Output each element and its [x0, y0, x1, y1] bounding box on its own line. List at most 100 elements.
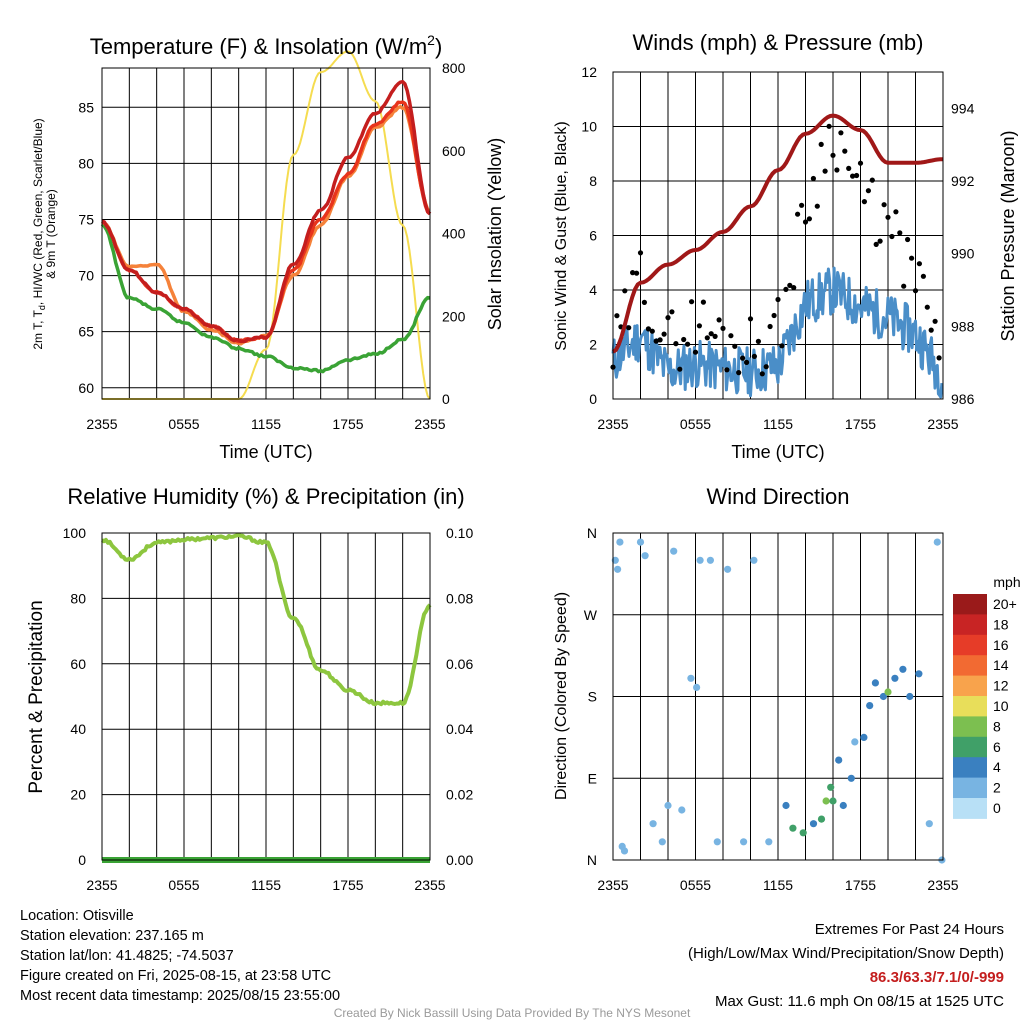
temperature-series — [100, 50, 432, 400]
y-tick-label: N — [587, 525, 597, 541]
y-tick-label: 60 — [70, 656, 86, 672]
y-tick-label: 10 — [581, 119, 597, 135]
gust-point — [932, 318, 938, 324]
x-tick-label: 1155 — [251, 877, 281, 893]
legend-label: 6 — [993, 739, 1001, 755]
gust-point — [751, 353, 758, 359]
gust-point — [622, 288, 628, 294]
legend-swatch — [953, 696, 987, 717]
y2-tick-label: 994 — [951, 100, 975, 116]
extremes-box: Extremes For Past 24 Hours (High/Low/Max… — [688, 918, 1004, 1014]
svg-text:& 9m T (Orange): & 9m T (Orange) — [44, 189, 58, 279]
gust-point — [744, 359, 750, 365]
y-tick-label: 12 — [581, 64, 597, 80]
x-tick-label: 1755 — [332, 416, 363, 432]
humidity-frame — [101, 532, 431, 861]
gust-point — [637, 250, 644, 256]
direction-point — [851, 738, 859, 746]
direction-point — [799, 829, 807, 837]
y2-tick-label: 990 — [951, 246, 975, 262]
legend-label: 16 — [993, 637, 1009, 653]
recent-timestamp: Most recent data timestamp: 2025/08/15 2… — [20, 988, 341, 1004]
station-latlon: Station lat/lon: 41.4825; -74.5037 — [20, 948, 234, 964]
svg-text:2m T, Td, HI/WC (Red, Green, S: 2m T, Td, HI/WC (Red, Green, Scarlet/Blu… — [31, 118, 47, 349]
direction-point — [670, 547, 678, 555]
gust-point — [818, 141, 824, 147]
direction-point — [706, 556, 715, 564]
gust-point — [909, 255, 915, 261]
x-tick-label: 0555 — [168, 416, 199, 432]
x-tick-label: 2355 — [414, 877, 445, 893]
gust-point — [873, 241, 879, 247]
direction-point — [822, 797, 830, 805]
max-gust: Max Gust: 11.6 mph On 08/15 at 1525 UTC — [714, 993, 1004, 1010]
y-tick-label: 80 — [78, 155, 94, 171]
gust-point — [696, 323, 703, 329]
direction-point — [636, 538, 645, 546]
x-tick-label: 2355 — [414, 416, 445, 432]
gust-point — [802, 219, 809, 225]
temperature-panel: 2355 0555 1155 1755 2355 60 65 70 75 80 85 0 200 400 6… — [31, 32, 505, 462]
winds-grid — [613, 72, 943, 399]
y-tick-label: 4 — [589, 282, 597, 298]
gust-point — [838, 130, 844, 136]
gust-point — [673, 341, 679, 347]
direction-point — [687, 674, 695, 682]
x-tick-label: 1155 — [763, 416, 793, 432]
winds-xlabel: Time (UTC) — [731, 442, 824, 462]
y-tick-label: 100 — [63, 525, 87, 541]
x-tick-label: 1755 — [845, 416, 876, 432]
gust-point — [834, 167, 840, 173]
y2-tick-label: 0.00 — [446, 852, 473, 868]
direction-point — [899, 665, 907, 673]
direction-point — [809, 820, 818, 828]
gust-point — [692, 349, 699, 355]
x-tick-label: 2355 — [927, 416, 958, 432]
direction-point — [658, 838, 666, 846]
direction-point — [641, 552, 649, 560]
air-temp-line — [101, 79, 432, 344]
gust-point — [732, 343, 738, 349]
gust-point — [681, 336, 687, 343]
direction-point — [713, 838, 721, 846]
legend-swatch — [953, 614, 987, 636]
direction-ylabel: Direction (Colored By Speed) — [553, 592, 570, 800]
direction-point — [649, 820, 657, 828]
gust-point — [712, 333, 718, 339]
winds-ylabel: Sonic Wind & Gust (Blue, Black) — [553, 121, 570, 350]
direction-point — [616, 538, 624, 546]
direction-point — [884, 688, 892, 696]
x-tick-label: 0555 — [680, 416, 711, 432]
temperature-title: Temperature (F) & Insolation (W/m2) — [90, 32, 443, 59]
gust-point — [783, 286, 789, 292]
gust-point — [920, 273, 927, 279]
legend-label: 0 — [993, 800, 1001, 816]
direction-point — [835, 756, 843, 764]
x-tick-label: 2355 — [597, 416, 628, 432]
legend-swatch — [953, 594, 987, 615]
dewpoint-line — [100, 222, 431, 374]
direction-point — [847, 774, 855, 782]
x-tick-label: 0555 — [168, 877, 199, 893]
direction-point — [866, 702, 874, 710]
direction-point — [906, 692, 914, 701]
legend-label: 14 — [993, 657, 1009, 673]
station-elevation: Station elevation: 237.165 m — [20, 928, 204, 944]
legend-label: 2 — [993, 780, 1001, 796]
y2-tick-label: 0.10 — [446, 525, 473, 541]
winds-title: Winds (mph) & Pressure (mb) — [633, 30, 924, 55]
x-tick-label: 1755 — [845, 877, 876, 893]
temperature-ylabel: 2m T, Td, HI/WC (Red, Green, Scarlet/Blu… — [31, 118, 58, 349]
gust-point — [704, 335, 710, 341]
station-info: Location: Otisville Station elevation: 2… — [20, 906, 340, 1006]
temperature-tick-labels: 2355 0555 1155 1755 2355 60 65 70 75 80 85 0 200 400 6… — [78, 60, 465, 432]
direction-point — [782, 801, 790, 810]
legend-swatch — [953, 675, 987, 697]
legend-label: 12 — [993, 678, 1009, 694]
gust-point — [649, 328, 655, 334]
y-tick-label: 20 — [70, 787, 86, 803]
legend-label: 4 — [993, 759, 1001, 775]
gust-point — [657, 337, 663, 343]
direction-title: Wind Direction — [706, 484, 849, 509]
